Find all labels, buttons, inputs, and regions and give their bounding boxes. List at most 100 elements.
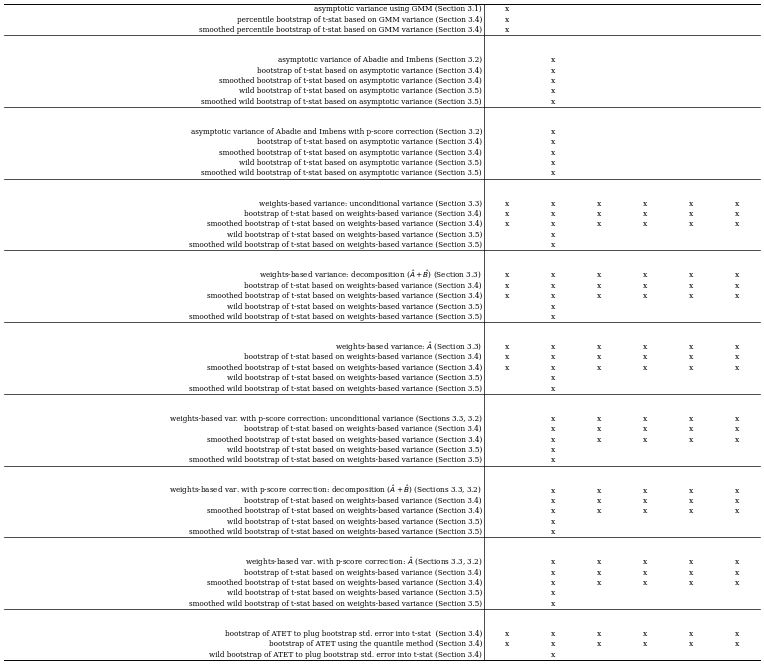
- Text: x: x: [551, 528, 555, 536]
- Text: x: x: [643, 558, 647, 566]
- Text: x: x: [597, 568, 601, 576]
- Text: x: x: [551, 497, 555, 505]
- Text: x: x: [735, 640, 739, 648]
- Text: bootstrap of t-stat based on asymptotic variance (Section 3.4): bootstrap of t-stat based on asymptotic …: [257, 138, 482, 146]
- Text: x: x: [643, 200, 647, 208]
- Text: bootstrap of t-stat based on weights-based variance (Section 3.4): bootstrap of t-stat based on weights-bas…: [244, 210, 482, 218]
- Text: smoothed wild bootstrap of t-stat based on asymptotic variance (Section 3.5): smoothed wild bootstrap of t-stat based …: [202, 169, 482, 177]
- Text: x: x: [551, 303, 555, 311]
- Text: x: x: [551, 456, 555, 464]
- Text: x: x: [689, 425, 693, 433]
- Text: asymptotic variance of Abadie and Imbens (Section 3.2): asymptotic variance of Abadie and Imbens…: [278, 56, 482, 64]
- Text: smoothed bootstrap of t-stat based on asymptotic variance (Section 3.4): smoothed bootstrap of t-stat based on as…: [219, 77, 482, 85]
- Text: x: x: [735, 220, 739, 228]
- Text: x: x: [689, 200, 693, 208]
- Text: x: x: [735, 507, 739, 515]
- Text: x: x: [551, 138, 555, 146]
- Text: x: x: [505, 282, 509, 290]
- Text: x: x: [551, 558, 555, 566]
- Text: x: x: [689, 630, 693, 638]
- Text: wild bootstrap of t-stat based on asymptotic variance (Section 3.5): wild bootstrap of t-stat based on asympt…: [239, 159, 482, 167]
- Text: smoothed wild bootstrap of t-stat based on weights-based variance (Section 3.5): smoothed wild bootstrap of t-stat based …: [189, 313, 482, 321]
- Text: x: x: [643, 364, 647, 372]
- Text: x: x: [735, 272, 739, 280]
- Text: x: x: [689, 487, 693, 495]
- Text: bootstrap of t-stat based on weights-based variance (Section 3.4): bootstrap of t-stat based on weights-bas…: [244, 568, 482, 576]
- Text: x: x: [689, 210, 693, 218]
- Text: x: x: [643, 630, 647, 638]
- Text: x: x: [689, 282, 693, 290]
- Text: x: x: [505, 364, 509, 372]
- Text: x: x: [597, 630, 601, 638]
- Text: x: x: [551, 600, 555, 608]
- Text: wild bootstrap of t-stat based on weights-based variance (Section 3.5): wild bootstrap of t-stat based on weight…: [227, 374, 482, 382]
- Text: x: x: [597, 210, 601, 218]
- Text: x: x: [735, 497, 739, 505]
- Text: smoothed bootstrap of t-stat based on weights-based variance (Section 3.4): smoothed bootstrap of t-stat based on we…: [207, 292, 482, 300]
- Text: x: x: [643, 568, 647, 576]
- Text: x: x: [551, 446, 555, 454]
- Text: x: x: [551, 313, 555, 321]
- Text: x: x: [689, 364, 693, 372]
- Text: x: x: [597, 364, 601, 372]
- Text: x: x: [597, 436, 601, 444]
- Text: smoothed percentile bootstrap of t-stat based on GMM variance (Section 3.4): smoothed percentile bootstrap of t-stat …: [199, 26, 482, 34]
- Text: smoothed wild bootstrap of t-stat based on weights-based variance (Section 3.5): smoothed wild bootstrap of t-stat based …: [189, 528, 482, 536]
- Text: x: x: [551, 507, 555, 515]
- Text: x: x: [643, 497, 647, 505]
- Text: x: x: [551, 415, 555, 423]
- Text: x: x: [689, 343, 693, 351]
- Text: x: x: [597, 220, 601, 228]
- Text: x: x: [689, 640, 693, 648]
- Text: x: x: [551, 568, 555, 576]
- Text: bootstrap of t-stat based on weights-based variance (Section 3.4): bootstrap of t-stat based on weights-bas…: [244, 353, 482, 361]
- Text: smoothed wild bootstrap of t-stat based on weights-based variance (Section 3.5): smoothed wild bootstrap of t-stat based …: [189, 600, 482, 608]
- Text: x: x: [551, 98, 555, 106]
- Text: x: x: [505, 630, 509, 638]
- Text: smoothed bootstrap of t-stat based on asymptotic variance (Section 3.4): smoothed bootstrap of t-stat based on as…: [219, 149, 482, 157]
- Text: x: x: [643, 272, 647, 280]
- Text: x: x: [551, 272, 555, 280]
- Text: x: x: [551, 231, 555, 239]
- Text: x: x: [597, 487, 601, 495]
- Text: x: x: [735, 558, 739, 566]
- Text: x: x: [689, 220, 693, 228]
- Text: x: x: [735, 210, 739, 218]
- Text: x: x: [689, 558, 693, 566]
- Text: smoothed wild bootstrap of t-stat based on asymptotic variance (Section 3.5): smoothed wild bootstrap of t-stat based …: [202, 98, 482, 106]
- Text: x: x: [735, 579, 739, 587]
- Text: x: x: [689, 568, 693, 576]
- Text: weights-based var. with p-score correction: unconditional variance (Sections 3.3: weights-based var. with p-score correcti…: [170, 415, 482, 423]
- Text: x: x: [551, 353, 555, 361]
- Text: x: x: [551, 425, 555, 433]
- Text: x: x: [551, 66, 555, 74]
- Text: x: x: [597, 507, 601, 515]
- Text: x: x: [735, 568, 739, 576]
- Text: smoothed bootstrap of t-stat based on weights-based variance (Section 3.4): smoothed bootstrap of t-stat based on we…: [207, 364, 482, 372]
- Text: wild bootstrap of t-stat based on weights-based variance (Section 3.5): wild bootstrap of t-stat based on weight…: [227, 303, 482, 311]
- Text: x: x: [597, 353, 601, 361]
- Text: x: x: [643, 487, 647, 495]
- Text: x: x: [643, 353, 647, 361]
- Text: weights-based variance: unconditional variance (Section 3.3): weights-based variance: unconditional va…: [259, 200, 482, 208]
- Text: x: x: [551, 88, 555, 96]
- Text: x: x: [551, 149, 555, 157]
- Text: x: x: [689, 292, 693, 300]
- Text: x: x: [551, 200, 555, 208]
- Text: x: x: [505, 5, 509, 13]
- Text: wild bootstrap of t-stat based on weights-based variance (Section 3.5): wild bootstrap of t-stat based on weight…: [227, 446, 482, 454]
- Text: x: x: [643, 640, 647, 648]
- Text: x: x: [551, 630, 555, 638]
- Text: x: x: [551, 128, 555, 136]
- Text: x: x: [643, 425, 647, 433]
- Text: x: x: [597, 497, 601, 505]
- Text: x: x: [505, 353, 509, 361]
- Text: x: x: [735, 200, 739, 208]
- Text: smoothed wild bootstrap of t-stat based on weights-based variance (Section 3.5): smoothed wild bootstrap of t-stat based …: [189, 456, 482, 464]
- Text: x: x: [689, 415, 693, 423]
- Text: x: x: [505, 640, 509, 648]
- Text: x: x: [551, 343, 555, 351]
- Text: x: x: [735, 425, 739, 433]
- Text: wild bootstrap of t-stat based on weights-based variance (Section 3.5): wild bootstrap of t-stat based on weight…: [227, 590, 482, 598]
- Text: x: x: [643, 579, 647, 587]
